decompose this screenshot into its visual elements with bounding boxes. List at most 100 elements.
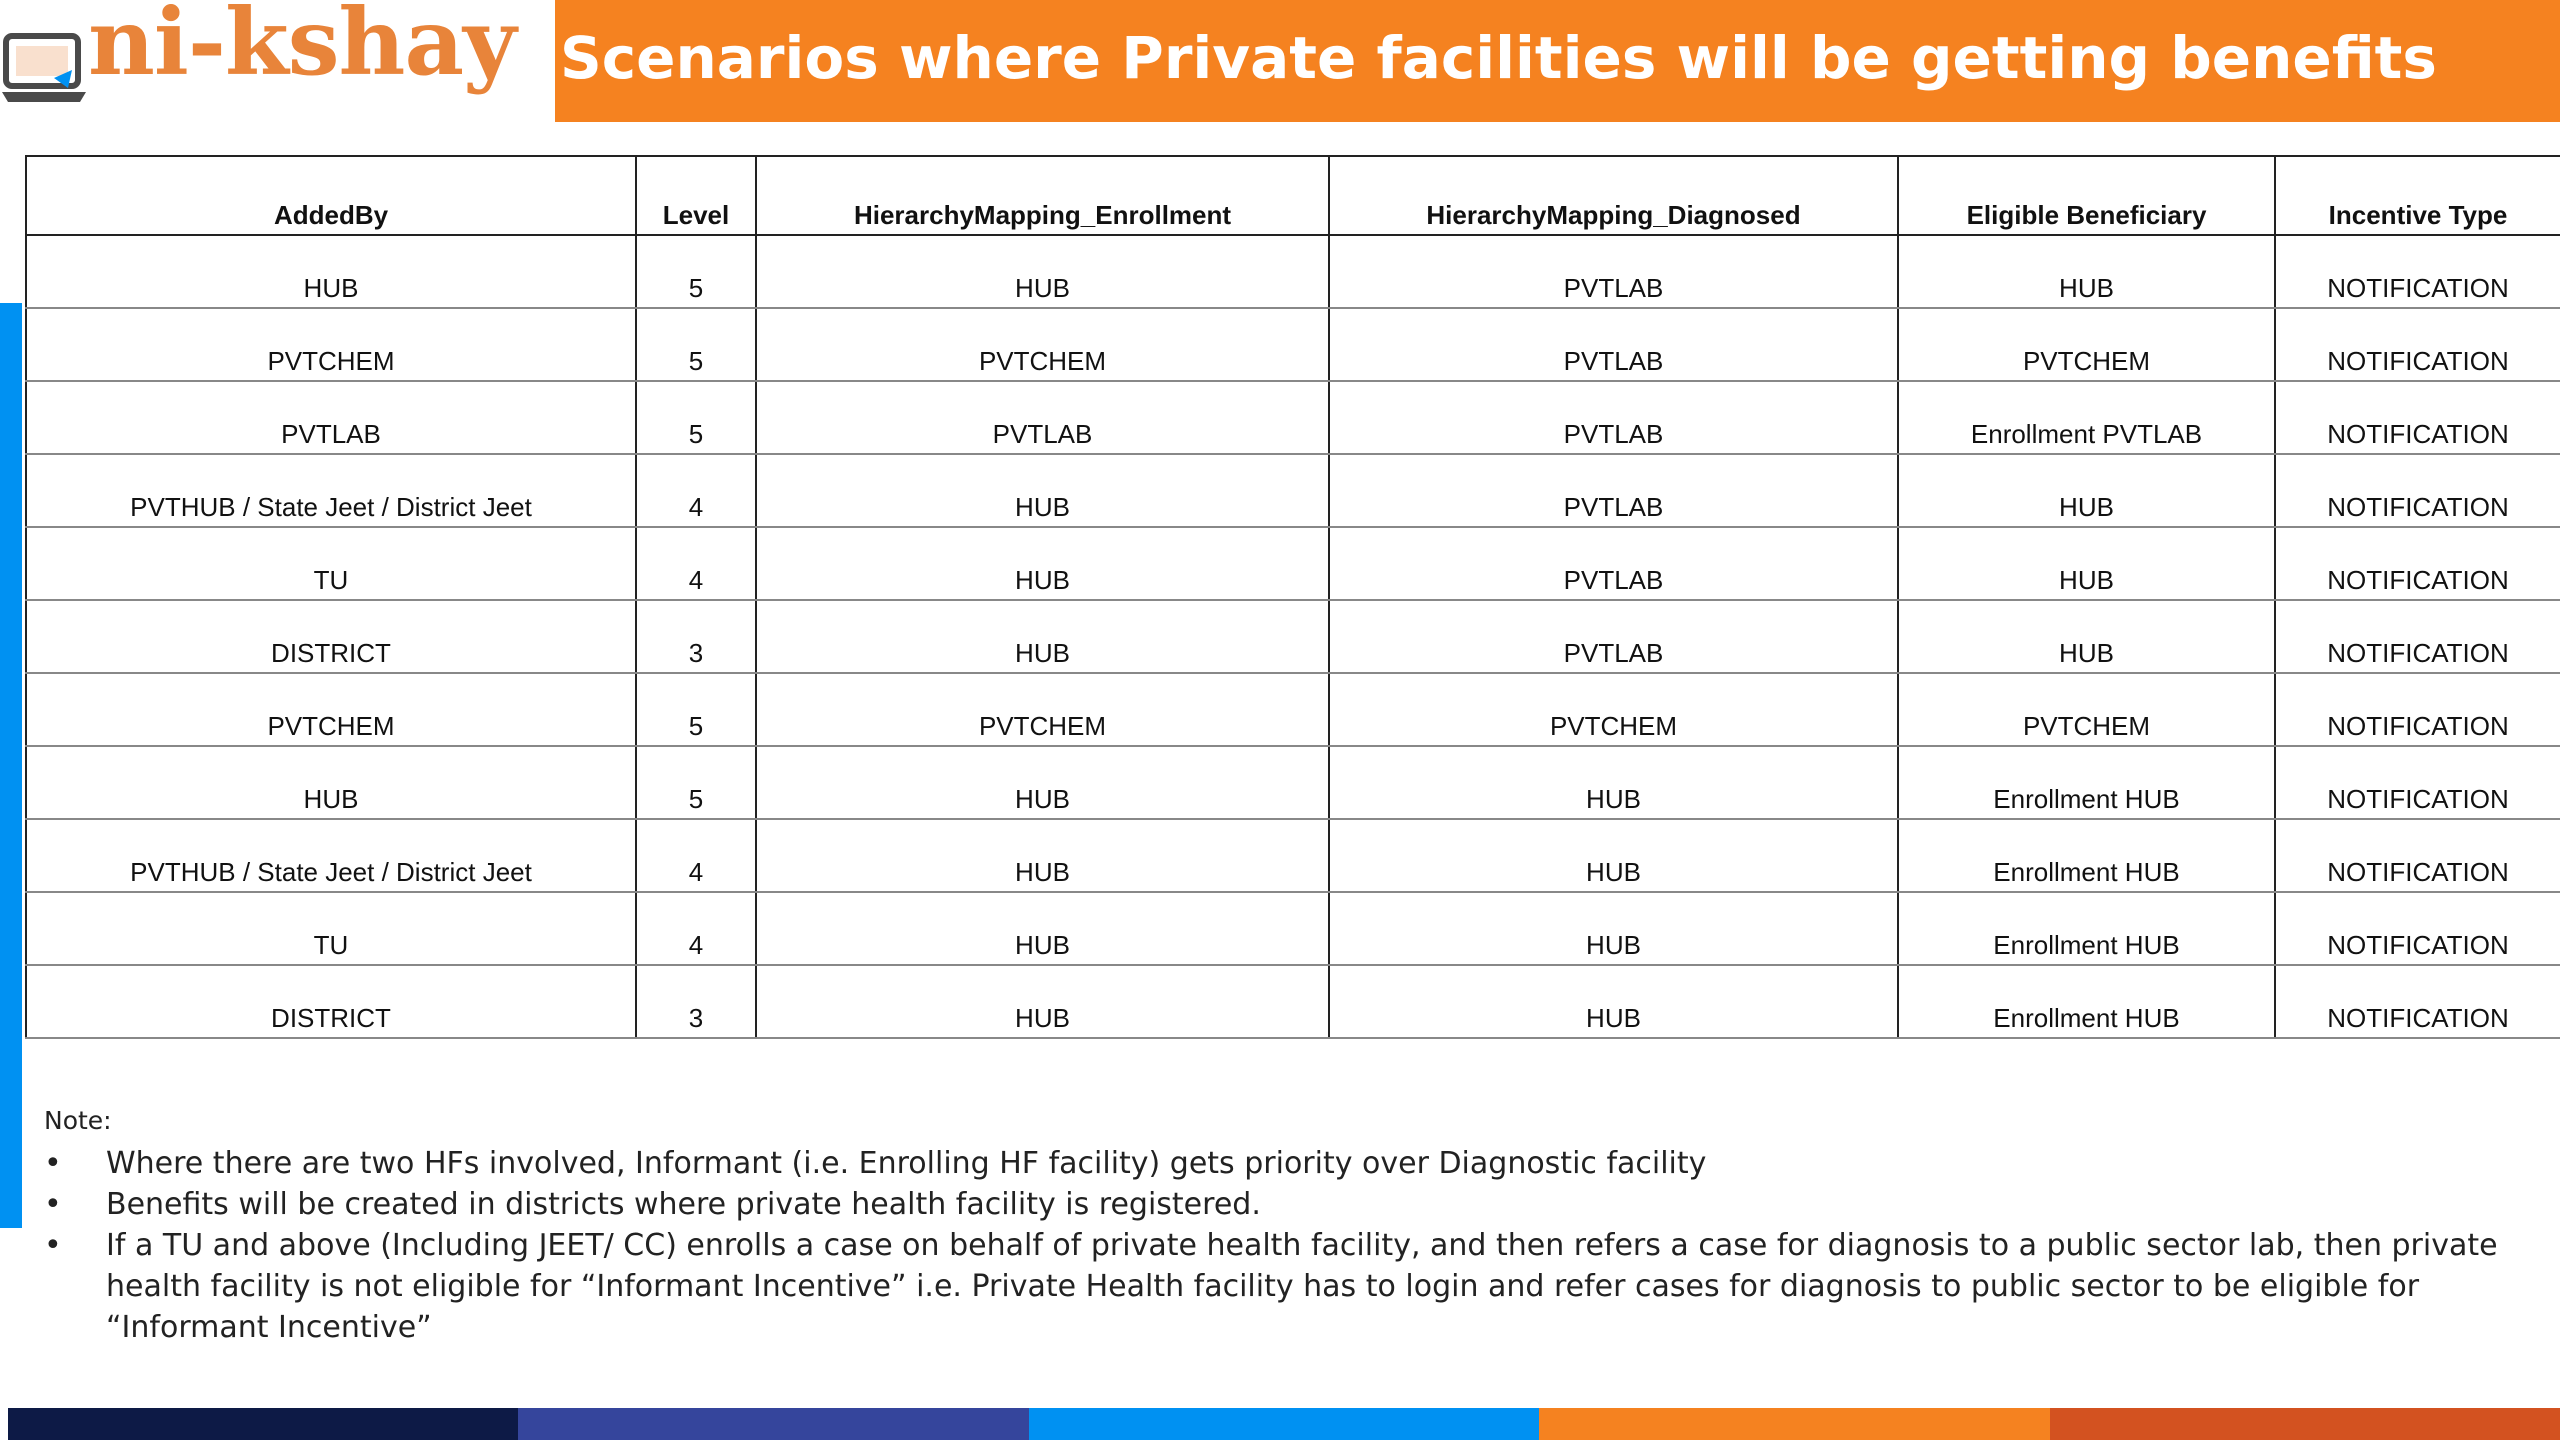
scenarios-table: AddedBy Level HierarchyMapping_Enrollment H… (25, 155, 2560, 1039)
table-cell: HUB (755, 453, 1330, 528)
table-cell: PVTCHEM (25, 307, 637, 382)
table-cell: NOTIFICATION (2274, 453, 2560, 528)
column-header: Eligible Beneficiary (1897, 155, 2276, 236)
table-cell: PVTLAB (1328, 526, 1899, 601)
bottom-bar-segment (2049, 1408, 2560, 1440)
table-cell: HUB (755, 818, 1330, 893)
table-cell: HUB (755, 891, 1330, 966)
note-item: • Benefits will be created in districts w… (44, 1184, 2544, 1225)
table-cell: TU (25, 526, 637, 601)
table-cell: 5 (635, 234, 757, 309)
table-row: PVTHUB / State Jeet / District Jeet 4 HUB P… (25, 453, 2560, 528)
note-item: • If a TU and above (Including JEET/ CC) … (44, 1225, 2544, 1348)
table-cell: HUB (25, 234, 637, 309)
table-cell: DISTRICT (25, 964, 637, 1039)
table-cell: PVTCHEM (755, 672, 1330, 747)
note-label: Note: (44, 1106, 112, 1135)
table-cell: PVTCHEM (1328, 672, 1899, 747)
table-cell: PVTHUB / State Jeet / District Jeet (25, 453, 637, 528)
column-header: HierarchyMapping_Diagnosed (1328, 155, 1899, 236)
table-cell: NOTIFICATION (2274, 599, 2560, 674)
table-row: DISTRICT 3 HUB HUB Enrollment HUB NOTIFICATIO… (25, 964, 2560, 1039)
table-row: PVTCHEM 5 PVTCHEM PVTLAB PVTCHEM NOTIFICATION (25, 307, 2560, 382)
table-cell: Enrollment PVTLAB (1897, 380, 2276, 455)
table-cell: HUB (1897, 453, 2276, 528)
table-cell: TU (25, 891, 637, 966)
table-row: PVTHUB / State Jeet / District Jeet 4 HUB H… (25, 818, 2560, 893)
table-cell: NOTIFICATION (2274, 234, 2560, 309)
table-cell: PVTCHEM (1897, 307, 2276, 382)
table-cell: 4 (635, 818, 757, 893)
table-cell: DISTRICT (25, 599, 637, 674)
table-cell: 5 (635, 380, 757, 455)
table-cell: 3 (635, 964, 757, 1039)
table-cell: PVTLAB (1328, 599, 1899, 674)
table-cell: HUB (755, 599, 1330, 674)
table-cell: HUB (755, 964, 1330, 1039)
table-cell: PVTHUB / State Jeet / District Jeet (25, 818, 637, 893)
bottom-bar-segment (1539, 1408, 2050, 1440)
table-cell: NOTIFICATION (2274, 964, 2560, 1039)
table-cell: Enrollment HUB (1897, 964, 2276, 1039)
table-cell: NOTIFICATION (2274, 891, 2560, 966)
table-cell: PVTLAB (1328, 307, 1899, 382)
table-cell: HUB (1328, 818, 1899, 893)
table-cell: 4 (635, 526, 757, 601)
table-cell: HUB (755, 526, 1330, 601)
note-text: Where there are two HFs involved, Inform… (106, 1146, 1707, 1181)
table-cell: HUB (1897, 234, 2276, 309)
table-cell: HUB (1328, 891, 1899, 966)
table-cell: HUB (1328, 964, 1899, 1039)
table-cell: PVTCHEM (1897, 672, 2276, 747)
table-cell: 5 (635, 745, 757, 820)
note-text: Benefits will be created in districts wh… (106, 1187, 1261, 1222)
table-cell: HUB (25, 745, 637, 820)
table-cell: 5 (635, 672, 757, 747)
table-cell: Enrollment HUB (1897, 891, 2276, 966)
table-cell: HUB (755, 745, 1330, 820)
table-cell: HUB (1897, 526, 2276, 601)
table-cell: NOTIFICATION (2274, 526, 2560, 601)
bullet-icon: • (44, 1187, 62, 1222)
table-header-row: AddedBy Level HierarchyMapping_Enrollment H… (25, 155, 2560, 236)
table-cell: PVTLAB (1328, 234, 1899, 309)
table-cell: PVTCHEM (25, 672, 637, 747)
bottom-bar-segment (1028, 1408, 1540, 1440)
table-cell: 4 (635, 891, 757, 966)
note-list: • Where there are two HFs involved, Infor… (44, 1143, 2544, 1348)
table-cell: HUB (1897, 599, 2276, 674)
bottom-color-bar (8, 1408, 2560, 1440)
table-cell: 5 (635, 307, 757, 382)
bullet-icon: • (44, 1228, 62, 1263)
table-cell: NOTIFICATION (2274, 672, 2560, 747)
table-cell: NOTIFICATION (2274, 307, 2560, 382)
table-cell: NOTIFICATION (2274, 745, 2560, 820)
title-bar (555, 0, 2560, 122)
table-cell: PVTLAB (755, 380, 1330, 455)
bottom-bar-segment (518, 1408, 1029, 1440)
bullet-icon: • (44, 1146, 62, 1181)
note-item: • Where there are two HFs involved, Infor… (44, 1143, 2544, 1184)
column-header: Incentive Type (2274, 155, 2560, 236)
left-accent-stripe (0, 303, 22, 1228)
table-row: HUB 5 HUB HUB Enrollment HUB NOTIFICATION (25, 745, 2560, 820)
column-header: Level (635, 155, 757, 236)
table-row: TU 4 HUB HUB Enrollment HUB NOTIFICATION (25, 891, 2560, 966)
table-cell: Enrollment HUB (1897, 745, 2276, 820)
table-cell: PVTLAB (25, 380, 637, 455)
table-body: HUB 5 HUB PVTLAB HUB NOTIFICATION PVTCHEM 5 PVTC… (25, 234, 2560, 1039)
column-header: AddedBy (25, 155, 637, 236)
table-cell: 4 (635, 453, 757, 528)
table-cell: 3 (635, 599, 757, 674)
table-cell: NOTIFICATION (2274, 818, 2560, 893)
logo-wordmark: ni-kshay (88, 0, 517, 96)
table-row: HUB 5 HUB PVTLAB HUB NOTIFICATION (25, 234, 2560, 309)
table-cell: NOTIFICATION (2274, 380, 2560, 455)
page-title: Scenarios where Private facilities will … (560, 24, 2437, 92)
laptop-icon (2, 33, 86, 102)
table-cell: Enrollment HUB (1897, 818, 2276, 893)
table-row: DISTRICT 3 HUB PVTLAB HUB NOTIFICATION (25, 599, 2560, 674)
notes-section: Note: • Where there are two HFs involved,… (44, 1106, 2544, 1348)
table-cell: PVTLAB (1328, 380, 1899, 455)
table-cell: PVTLAB (1328, 453, 1899, 528)
